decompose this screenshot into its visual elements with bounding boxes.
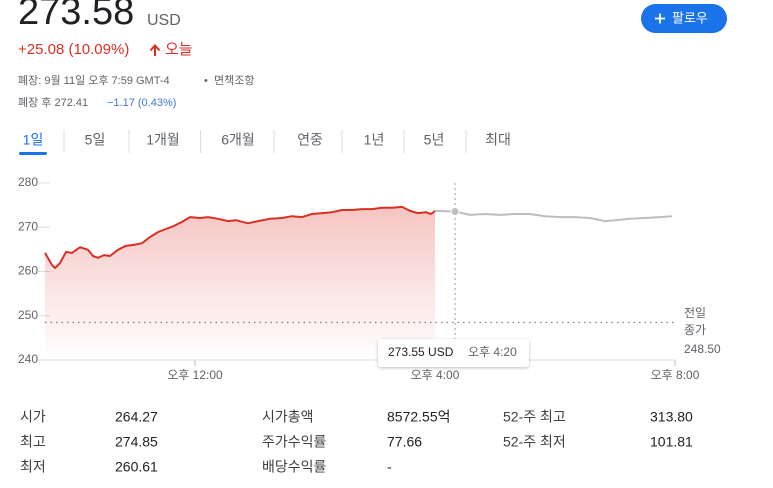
y-tick-label: 260 <box>18 264 38 278</box>
after-hours-change: −1.17 (0.43%) <box>107 97 176 109</box>
prev-close-caption: 전일 <box>684 306 706 320</box>
follow-button[interactable]: 팔로우 <box>641 4 727 33</box>
disclaimer-link[interactable]: 면책조항 <box>214 74 254 87</box>
tab-underline <box>19 152 47 155</box>
after-hours: 폐장 후 272.41 <box>18 96 88 109</box>
stat-label: 주가수익률 <box>262 434 327 450</box>
stat-value: - <box>387 459 392 475</box>
x-tick-label: 오후 4:00 <box>411 368 460 382</box>
stat-label: 52-주 최저 <box>503 434 566 450</box>
stat-value: 260.61 <box>115 459 158 475</box>
series-area <box>45 206 435 360</box>
stat-value: 274.85 <box>115 434 158 450</box>
tooltip-price: 273.55 USD <box>388 345 454 359</box>
y-tick-label: 240 <box>18 352 38 366</box>
stat-value: 313.80 <box>650 409 693 425</box>
tooltip-box <box>378 339 529 367</box>
x-tick-label: 오후 12:00 <box>167 368 223 382</box>
range-tab[interactable]: 1년 <box>364 132 385 148</box>
range-tab[interactable]: 6개월 <box>221 132 255 148</box>
up-arrow <box>149 44 161 56</box>
series-line <box>44 205 436 269</box>
stat-value: 77.66 <box>387 434 422 450</box>
prev-close-value: 248.50 <box>684 342 721 356</box>
range-tab[interactable]: 1일 <box>23 132 44 148</box>
close-info: 폐장: 9월 11일 오후 7:59 GMT-4 <box>18 73 170 87</box>
stat-label: 52-주 최고 <box>503 409 566 425</box>
follow-button-bg[interactable] <box>641 4 727 33</box>
change: +25.08 (10.09%) <box>18 41 129 58</box>
x-tick-label: 오후 8:00 <box>651 368 700 382</box>
hover-dot <box>450 207 460 217</box>
range-tab[interactable]: 5일 <box>85 132 106 148</box>
stats-table: 시가 264.27 시가총액 8572.55억 52-주 최고 313.80 최고 274.8… <box>20 409 693 475</box>
price-chart: 240 250 260 270 280 오후 12:00 오후 4:00 오후 8:00 전일종… <box>18 175 721 382</box>
series-line <box>434 209 673 223</box>
price: 273.58 <box>18 0 134 33</box>
y-tick-label: 280 <box>18 175 38 189</box>
range-tab[interactable]: 연중 <box>297 132 323 148</box>
y-tick-label: 250 <box>18 308 38 322</box>
follow-label[interactable]: 팔로우 <box>672 10 708 25</box>
stat-value: 264.27 <box>115 409 158 425</box>
stat-label: 배당수익률 <box>262 459 327 475</box>
range-tab[interactable]: 최대 <box>485 132 511 148</box>
y-tick-label: 270 <box>18 219 38 233</box>
period: 오늘 <box>165 41 193 58</box>
stat-value: 101.81 <box>650 434 693 450</box>
range-tab[interactable]: 5년 <box>424 132 445 148</box>
stat-label: 최저 <box>20 459 46 475</box>
currency: USD <box>147 12 181 29</box>
tooltip-time: 오후 4:20 <box>468 345 517 359</box>
plus-icon[interactable] <box>655 13 665 24</box>
separator: • <box>204 75 208 87</box>
range-tab[interactable]: 1개월 <box>146 132 180 148</box>
stat-label: 시가 <box>20 409 46 425</box>
stat-value: 8572.55억 <box>387 409 451 425</box>
prev-close-caption: 종가 <box>684 323 706 337</box>
range-tabs: 1일 5일 1개월 6개월 연중 1년 5년 최대 <box>19 130 511 155</box>
stat-label: 시가총액 <box>262 409 314 425</box>
stat-label: 최고 <box>20 434 46 450</box>
